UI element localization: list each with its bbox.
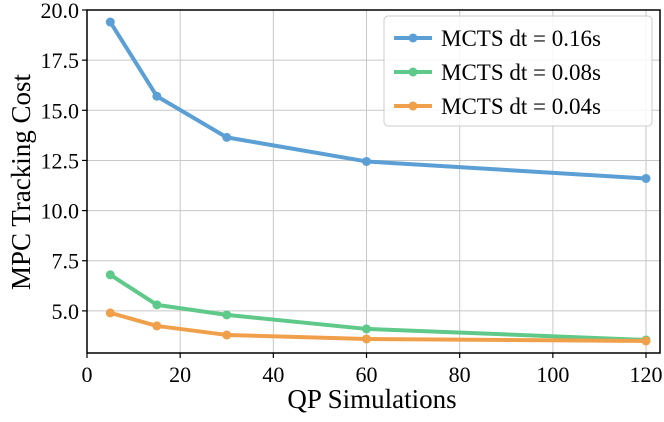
- y-tick-label: 12.5: [41, 148, 80, 173]
- data-point: [105, 17, 115, 27]
- x-axis-label: QP Simulations: [287, 384, 456, 414]
- plot-frame: [86, 9, 661, 354]
- data-point: [222, 132, 232, 142]
- legend-label: MCTS dt = 0.16s: [441, 26, 601, 51]
- legend-marker: [408, 101, 418, 111]
- y-axis-label: MPC Tracking Cost: [6, 73, 36, 290]
- data-point: [152, 321, 162, 331]
- data-point: [105, 308, 115, 318]
- data-point: [222, 310, 232, 320]
- data-point: [362, 324, 372, 334]
- x-tick-label: 120: [630, 362, 663, 387]
- y-tick-label: 7.5: [52, 249, 80, 274]
- x-tick-label: 60: [356, 362, 378, 387]
- data-point: [152, 300, 162, 310]
- x-tick-label: 100: [536, 362, 569, 387]
- y-tick-label: 10.0: [41, 199, 80, 224]
- y-tick-label: 5.0: [52, 299, 80, 324]
- y-tick-label: 20.0: [41, 0, 80, 23]
- legend-label: MCTS dt = 0.04s: [441, 94, 601, 119]
- data-point: [641, 173, 651, 183]
- x-tick-label: 0: [82, 362, 93, 387]
- x-tick-label: 80: [449, 362, 471, 387]
- y-tick-label: 17.5: [41, 48, 80, 73]
- y-tick-label: 15.0: [41, 98, 80, 123]
- legend-marker: [408, 67, 418, 77]
- x-tick-label: 20: [169, 362, 191, 387]
- data-point: [641, 336, 651, 346]
- legend-box: [383, 15, 653, 127]
- legend-label: MCTS dt = 0.08s: [441, 60, 601, 85]
- data-point: [362, 334, 372, 344]
- data-point: [362, 156, 372, 166]
- legend: MCTS dt = 0.16s MCTS dt = 0.08s MCTS dt = …: [383, 15, 653, 127]
- data-point: [222, 330, 232, 340]
- data-point: [105, 270, 115, 280]
- x-tick-label: 40: [262, 362, 284, 387]
- legend-marker: [408, 33, 418, 43]
- data-point: [152, 91, 162, 101]
